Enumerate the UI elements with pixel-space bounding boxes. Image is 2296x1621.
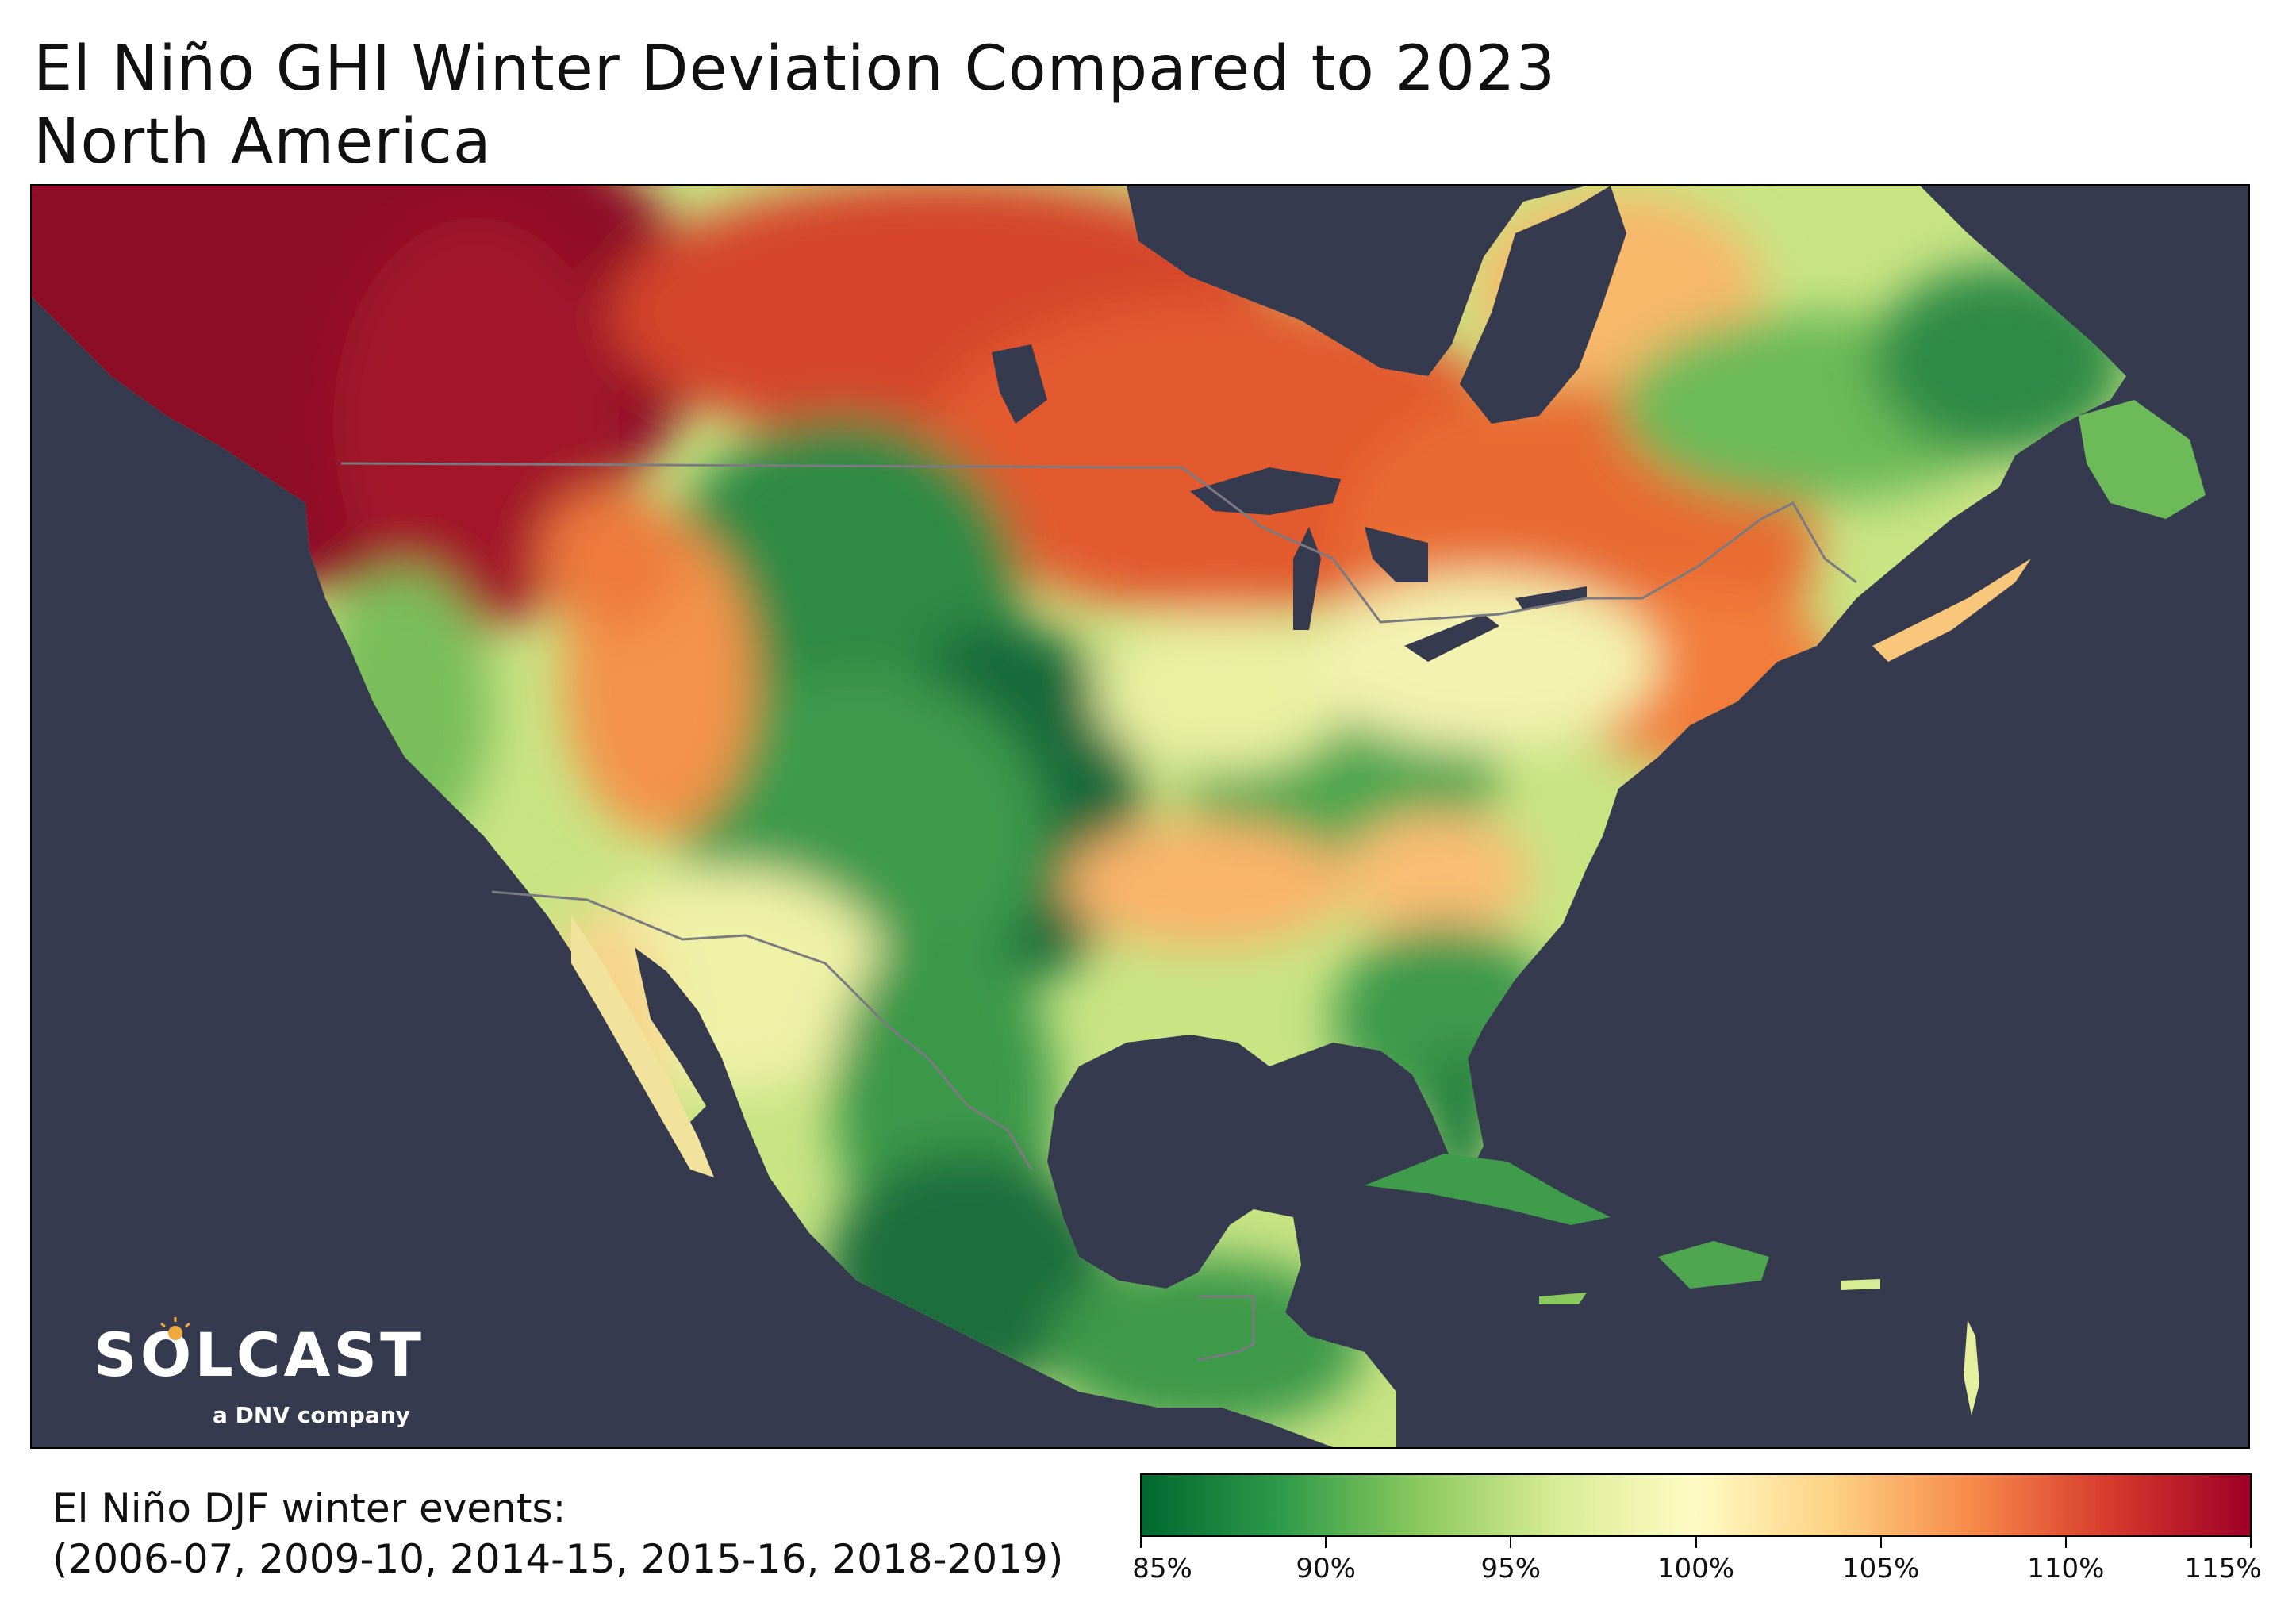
us-mexico-border (491, 890, 1033, 1170)
lake-huron (1365, 527, 1428, 582)
colorbar-tick (1140, 1537, 1142, 1548)
lake-erie (1404, 614, 1499, 662)
colorbar-tick-label: 90% (1296, 1553, 1356, 1585)
baja-california (571, 916, 714, 1177)
brand-wordmark: SOLCAST (94, 1319, 424, 1390)
colorbar-tick-label: 100% (1657, 1553, 1735, 1585)
colorbar-tick (1879, 1537, 1882, 1548)
footnote-line1: El Niño DJF winter events: (52, 1485, 566, 1531)
lake-michigan (1293, 527, 1321, 630)
lake-winnipeg (992, 344, 1047, 424)
nova-scotia (1872, 559, 2031, 662)
chart-title-line2: North America (33, 106, 492, 178)
puerto-rico (1841, 1279, 1880, 1290)
sun-icon (160, 1317, 190, 1340)
great-lakes-border (1181, 466, 1857, 624)
colorbar-tick (2250, 1537, 2252, 1548)
colorbar-tick-label: 105% (1842, 1553, 1920, 1585)
brand-subtitle: a DNV company (213, 1402, 410, 1428)
hispaniola (1658, 1241, 1769, 1289)
colorbar-tick (1510, 1537, 1512, 1548)
map-panel (30, 184, 2250, 1449)
lake-ontario (1515, 586, 1587, 610)
colorbar-tick (1325, 1537, 1327, 1548)
colorbar-tick-label: 115% (2184, 1553, 2262, 1585)
colorbar-gradient (1140, 1473, 2252, 1537)
colorbar-tick-label: 95% (1480, 1553, 1542, 1585)
central-america-borders (1197, 1295, 1255, 1362)
lesser-antilles (1964, 1320, 1979, 1415)
colorbar-tick-label: 85% (1132, 1553, 1192, 1585)
colorbar-tick-label: 110% (2027, 1553, 2105, 1585)
footnote-line2: (2006-07, 2009-10, 2014-15, 2015-16, 201… (52, 1536, 1064, 1582)
hudson-bay (1460, 186, 1626, 424)
colorbar-tick (1695, 1537, 1697, 1548)
colorbar-legend: 85% 90% 95% 100% 105% 110% 115% (1132, 1473, 2262, 1585)
colorbar-tick (2064, 1537, 2067, 1548)
jamaica (1539, 1293, 1587, 1304)
solcast-logo: SOLCAST a DNV company (94, 1301, 443, 1436)
us-canada-border (340, 462, 1182, 469)
north-america-map (32, 186, 2248, 1447)
newfoundland (2079, 400, 2206, 519)
cuba (1365, 1154, 1611, 1225)
chart-title-line1: El Niño GHI Winter Deviation Compared to… (33, 33, 1557, 105)
